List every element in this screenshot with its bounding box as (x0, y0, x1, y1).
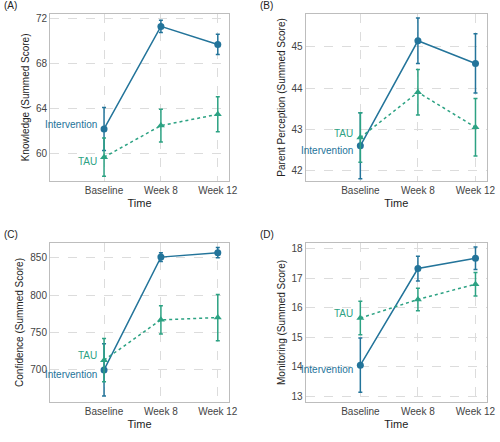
svg-text:72: 72 (36, 13, 48, 24)
svg-text:(D): (D) (260, 229, 274, 240)
svg-text:Time: Time (128, 418, 152, 430)
svg-text:13: 13 (292, 391, 304, 402)
svg-text:Week 12: Week 12 (456, 406, 496, 417)
svg-text:Time: Time (384, 197, 408, 209)
svg-text:Baseline: Baseline (85, 406, 124, 417)
svg-text:44: 44 (292, 83, 304, 94)
svg-text:Time: Time (384, 418, 408, 430)
svg-text:42: 42 (292, 165, 304, 176)
svg-text:64: 64 (36, 103, 48, 114)
svg-text:Week 8: Week 8 (401, 406, 435, 417)
svg-text:Week 8: Week 8 (144, 185, 178, 196)
svg-text:17: 17 (292, 273, 304, 284)
svg-text:Confidence (Summed Score): Confidence (Summed Score) (14, 258, 25, 387)
svg-text:Intervention: Intervention (301, 145, 353, 156)
svg-text:60: 60 (36, 148, 48, 159)
svg-text:(A): (A) (4, 0, 17, 11)
svg-text:Baseline: Baseline (341, 406, 380, 417)
svg-text:Intervention: Intervention (45, 369, 97, 380)
svg-text:750: 750 (30, 327, 47, 338)
svg-text:Intervention: Intervention (45, 119, 97, 130)
svg-text:Week 12: Week 12 (198, 406, 238, 417)
svg-text:45: 45 (292, 41, 304, 52)
svg-text:TAU: TAU (334, 128, 353, 139)
svg-text:Week 12: Week 12 (456, 185, 496, 196)
svg-text:(C): (C) (4, 229, 18, 240)
svg-text:800: 800 (30, 290, 47, 301)
svg-text:Week 12: Week 12 (198, 185, 238, 196)
svg-text:Monitoring (Summed Score): Monitoring (Summed Score) (276, 260, 287, 385)
svg-text:16: 16 (292, 302, 304, 313)
svg-text:TAU: TAU (78, 350, 97, 361)
svg-text:43: 43 (292, 124, 304, 135)
svg-text:Time: Time (128, 197, 152, 209)
svg-text:Week 8: Week 8 (401, 185, 435, 196)
svg-text:Baseline: Baseline (85, 185, 124, 196)
svg-text:18: 18 (292, 243, 304, 254)
svg-text:700: 700 (30, 364, 47, 375)
svg-text:TAU: TAU (78, 156, 97, 167)
svg-text:Intervention: Intervention (301, 364, 353, 375)
svg-text:(B): (B) (260, 0, 273, 11)
svg-text:Knowledge (Summed Score): Knowledge (Summed Score) (20, 33, 31, 161)
svg-text:68: 68 (36, 58, 48, 69)
svg-text:Parent Perception (Summed Scor: Parent Perception (Summed Score) (276, 18, 287, 176)
svg-text:TAU: TAU (334, 308, 353, 319)
svg-text:850: 850 (30, 252, 47, 263)
svg-text:14: 14 (292, 361, 304, 372)
svg-text:Week 8: Week 8 (144, 406, 178, 417)
svg-text:Baseline: Baseline (341, 185, 380, 196)
svg-text:15: 15 (292, 332, 304, 343)
